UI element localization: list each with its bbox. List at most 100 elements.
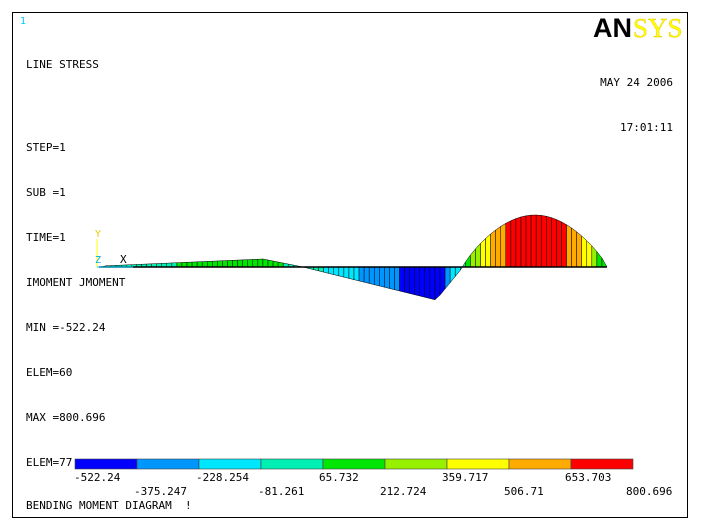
element-moment-72 [460,261,466,272]
element-moment-95 [576,231,582,268]
element-moment-82 [510,218,517,268]
moment-diagram [100,214,608,301]
triad-y-label: Y [95,229,101,240]
element-moment-26 [227,260,233,268]
logo-text-yellow: SYS [633,13,683,43]
element-moment-45 [323,266,329,274]
legend-value-2: -228.254 [196,471,249,484]
element-moment-27 [232,259,238,268]
legend-value-9: 800.696 [626,485,673,498]
element-moment-77 [485,233,491,268]
element-moment-78 [490,229,496,268]
element-moment-22 [207,260,213,268]
element-moment-28 [237,259,243,268]
element-moment-79 [495,225,501,268]
info-min: MIN =-522.24 [26,321,106,334]
element-moment-51 [353,266,360,282]
element-moment-75 [475,242,481,268]
plot-time: 17:01:11 [620,121,673,134]
element-moment-47 [333,266,340,277]
element-moment-86 [530,214,537,268]
element-moment-46 [328,266,335,275]
element-moment-17 [181,262,188,268]
element-moment-71 [454,266,461,278]
element-moment-49 [343,266,350,279]
legend-value-3: -81.261 [258,485,305,498]
element-moment-35 [272,260,279,268]
element-moment-30 [247,259,254,268]
element-moment-36 [277,261,284,268]
element-moment-20 [196,261,203,268]
element-moment-99 [596,250,603,268]
element-moment-84 [520,215,527,268]
plot-caption: BENDING MOMENT DIAGRAM ! [26,499,192,512]
contour-legend-values: -522.24 -375.247 -228.254 -81.261 65.732… [13,13,687,498]
element-moment-85 [525,214,532,268]
element-moment-91 [556,219,562,268]
legend-swatch-0 [74,458,138,470]
info-max-elem: ELEM=77 [26,456,73,469]
element-moment-70 [449,266,456,284]
element-moment-21 [201,261,208,268]
element-moment-54 [368,266,375,285]
element-moment-73 [465,254,471,268]
graphics-window[interactable]: 1 LINE STRESS STEP=1 SUB =1 TIME=1 IMOME… [12,12,688,518]
legend-value-0: -522.24 [74,471,121,484]
bending-moment-plot: Y Z X [74,214,634,470]
element-moment-76 [480,237,486,268]
element-moment-98 [591,245,598,268]
legend-value-5: 212.724 [380,485,427,498]
element-moment-67 [434,266,441,301]
date-time-block: MAY 24 2006 17:01:11 [600,45,673,165]
element-moment-74 [470,248,476,268]
element-moment-25 [222,260,228,268]
element-moment-68 [439,266,446,296]
element-moment-55 [373,266,380,287]
element-moment-29 [242,259,248,268]
legend-swatch-7 [508,458,572,470]
element-moment-81 [505,220,512,268]
element-moment-56 [379,266,385,288]
element-moment-61 [404,266,410,294]
info-max: MAX =800.696 [26,411,106,424]
element-moment-33 [262,258,269,268]
element-moment-66 [429,266,436,301]
plot-title: LINE STRESS [26,58,99,71]
element-moment-18 [186,261,193,268]
window-number: 1 [20,16,27,27]
element-moment-63 [414,266,421,297]
element-moment-57 [384,266,390,289]
element-moment-31 [252,258,259,268]
element-moment-69 [444,266,451,290]
element-moment-87 [535,214,542,268]
element-moment-89 [546,215,552,268]
info-step: STEP=1 [26,141,66,154]
element-moment-23 [212,260,218,268]
element-moment-90 [551,217,557,268]
legend-value-1: -375.247 [134,485,187,498]
element-moment-59 [394,266,400,292]
element-moment-44 [318,266,324,273]
info-sub: SUB =1 [26,186,66,199]
element-moment-64 [419,266,426,298]
legend-swatch-2 [198,458,262,470]
element-moment-88 [540,215,547,268]
info-items: IMOMENT JMOMENT [26,276,126,289]
element-moment-96 [581,235,588,268]
ansys-logo: AN SYS [593,13,683,43]
element-moment-83 [515,216,522,268]
element-moment-94 [571,227,577,268]
triad-z-label: Z [95,255,101,266]
element-moment-80 [500,222,507,268]
logo-text-black: AN [593,13,632,43]
info-time: TIME=1 [26,231,66,244]
legend-swatch-4 [322,458,386,470]
coordinate-triad: Y Z X [95,229,133,268]
element-moment-48 [338,266,345,278]
legend-swatch-8 [570,458,634,470]
triad-x-label: X [120,253,127,266]
element-moment-100 [601,257,608,268]
element-moment-32 [257,258,264,268]
legend-value-7: 506.71 [504,485,544,498]
element-moment-34 [267,259,274,268]
